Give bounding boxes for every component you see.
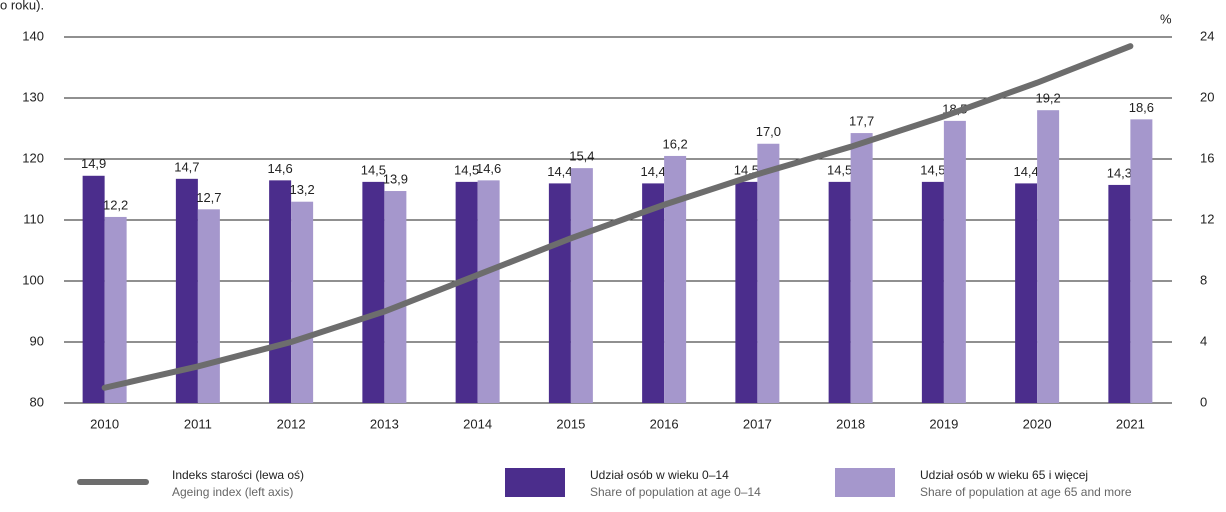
bar — [943, 120, 966, 403]
bar-value-label: 12,7 — [196, 190, 221, 205]
x-tick-label: 2016 — [650, 416, 679, 431]
bar — [1015, 183, 1038, 403]
bar — [1130, 119, 1153, 403]
bar-value-label: 14,7 — [174, 159, 199, 174]
y-tick-label: 100 — [22, 272, 44, 287]
x-tick-label: 2012 — [277, 416, 306, 431]
bar — [384, 191, 407, 403]
bar — [570, 168, 593, 403]
legend-label-en: Share of population at age 0–14 — [590, 485, 761, 499]
bar — [291, 201, 314, 403]
bar — [175, 178, 198, 403]
legend-label: Udział osób w wieku 0–14 — [590, 468, 729, 482]
bar-value-label: 19,2 — [1035, 91, 1060, 106]
y2-axis-label: % — [1160, 11, 1172, 26]
bar-value-label: 14,5 — [920, 162, 945, 177]
bar-value-label: 14,4 — [547, 164, 572, 179]
bar-value-label: 14,3 — [1107, 165, 1132, 180]
bar-value-label: 14,5 — [827, 162, 852, 177]
bar — [104, 216, 127, 403]
bar — [1037, 110, 1060, 403]
bar — [828, 181, 851, 403]
legend-label-en: Ageing index (left axis) — [172, 485, 293, 499]
y2-tick-label: 20 — [1200, 89, 1214, 104]
legend-label: Udział osób w wieku 65 i więcej — [920, 468, 1088, 482]
x-tick-label: 2011 — [184, 416, 212, 431]
bar-value-label: 12,2 — [103, 197, 128, 212]
bar — [269, 180, 292, 403]
y-tick-label: 80 — [30, 394, 44, 409]
bar-value-label: 14,6 — [476, 161, 501, 176]
bar-value-label: 14,5 — [361, 162, 386, 177]
y2-tick-label: 0 — [1200, 394, 1207, 409]
bar — [548, 183, 571, 403]
bar — [455, 181, 478, 403]
y-tick-label: 140 — [22, 28, 44, 43]
bar-value-label: 17,7 — [849, 114, 874, 129]
bar — [642, 183, 665, 403]
bar — [850, 133, 873, 403]
y2-tick-label: 24 — [1200, 28, 1214, 43]
legend-label: Indeks starości (lewa oś) — [172, 468, 304, 482]
x-tick-label: 2020 — [1023, 416, 1052, 431]
bar-value-label: 15,4 — [569, 149, 594, 164]
y-tick-label: 120 — [22, 150, 44, 165]
line-series — [101, 43, 1134, 391]
y2-tick-label: 8 — [1200, 272, 1207, 287]
bar-value-label: 18,6 — [1129, 100, 1154, 115]
bar-value-label: 13,9 — [383, 171, 408, 186]
y-tick-label: 90 — [30, 333, 44, 348]
bar — [477, 180, 500, 403]
x-tick-label: 2013 — [370, 416, 399, 431]
x-tick-label: 2015 — [556, 416, 585, 431]
legend-swatch — [505, 468, 565, 497]
x-tick-label: 2018 — [836, 416, 865, 431]
note: o roku). — [0, 0, 44, 12]
bar — [362, 181, 385, 403]
bar — [921, 181, 944, 403]
bar-value-label: 17,0 — [756, 124, 781, 139]
bar — [664, 155, 687, 403]
bar — [1108, 184, 1131, 403]
bar-value-label: 14,4 — [1013, 164, 1038, 179]
bar-value-label: 16,2 — [662, 136, 687, 151]
bar — [197, 209, 220, 403]
bar-value-label: 14,5 — [454, 162, 479, 177]
bar-value-label: 14,6 — [267, 161, 292, 176]
y-tick-label: 130 — [22, 89, 44, 104]
x-tick-label: 2014 — [463, 416, 492, 431]
bar-value-label: 14,9 — [81, 156, 106, 171]
x-tick-label: 2017 — [743, 416, 772, 431]
legend-label-en: Share of population at age 65 and more — [920, 485, 1132, 499]
x-tick-label: 2021 — [1116, 416, 1145, 431]
y2-tick-label: 4 — [1200, 333, 1207, 348]
x-tick-label: 2019 — [929, 416, 958, 431]
y-tick-label: 110 — [23, 211, 44, 226]
x-tick-label: 2010 — [90, 416, 119, 431]
bar-value-label: 13,2 — [289, 182, 314, 197]
bar — [82, 175, 105, 403]
bar — [735, 181, 758, 403]
y2-tick-label: 12 — [1200, 211, 1214, 226]
bar — [757, 143, 780, 403]
bar-value-label: 14,4 — [640, 164, 665, 179]
legend-swatch — [835, 468, 895, 497]
y2-tick-label: 16 — [1200, 150, 1214, 165]
